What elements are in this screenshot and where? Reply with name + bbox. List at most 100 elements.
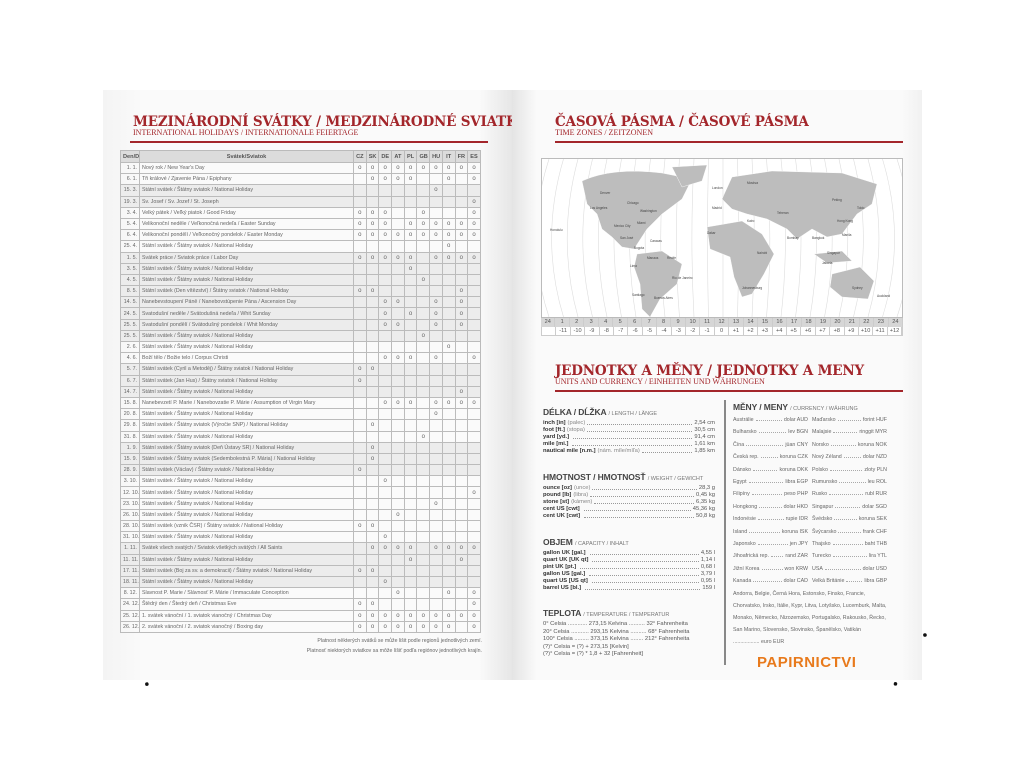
length-unit: mile [mi.]	[543, 441, 569, 447]
timezone-hour: 2	[570, 318, 585, 327]
holiday-mark-cell: o	[353, 464, 367, 477]
timezone-offset: +12	[888, 327, 903, 335]
city-label: Lima	[630, 264, 637, 268]
currency-name: koruna ISK	[781, 528, 808, 535]
holiday-mark: o	[472, 221, 476, 228]
holiday-mark-cell	[403, 430, 418, 443]
capacity-value: 3,79 l	[700, 571, 715, 577]
holiday-mark: o	[421, 612, 425, 619]
capacity-row: gallon UK [gal.] 4,55 l	[543, 550, 715, 557]
holiday-mark-cell	[353, 553, 367, 566]
holiday-row: 23. 10. Státní svátek / Štátny sviatok / …	[120, 497, 481, 510]
holiday-mark: o	[396, 590, 400, 597]
holiday-mark: o	[421, 232, 425, 239]
holiday-mark-cell: o	[467, 587, 481, 600]
holiday-mark-cell: o	[416, 161, 431, 175]
holiday-mark-cell	[454, 441, 469, 454]
holiday-mark-cell	[441, 262, 456, 275]
holiday-mark-cell	[416, 352, 431, 365]
currency-row: Austrálie dolar AUD	[733, 417, 808, 423]
holiday-name: 2. svátek vánoční / 2. sviatok vianočný …	[139, 620, 354, 633]
currency-row: Nový Zéland dolar NZD	[812, 454, 887, 460]
holiday-mark-cell	[391, 452, 405, 466]
weight-unit: pound [lb]	[543, 492, 572, 498]
holiday-mark-cell: o	[416, 217, 431, 231]
holiday-mark: o	[459, 388, 464, 395]
city-label: Nairobi	[757, 251, 767, 255]
holiday-mark: o	[472, 355, 476, 362]
dot-leader	[830, 442, 856, 446]
holiday-mark-cell	[391, 340, 405, 354]
timezone-hour: 9	[671, 318, 686, 327]
dot-leader	[846, 578, 863, 583]
holiday-mark: o	[459, 221, 464, 228]
timezone-line	[867, 158, 880, 318]
north-america	[581, 171, 693, 250]
currency-name: koruna SEK	[858, 516, 887, 523]
holiday-mark: o	[472, 400, 476, 407]
holiday-mark: o	[459, 254, 464, 261]
holiday-mark-cell: o	[441, 229, 456, 242]
holiday-mark: o	[446, 165, 451, 172]
capacity-unit: pint UK [pt.]	[543, 564, 577, 570]
timezone-hour: 16	[773, 318, 788, 327]
header-country-gb: GB	[416, 150, 431, 163]
currency-row: Jihoafrická rep. rand ZAR	[733, 553, 808, 559]
holiday-mark: o	[396, 612, 400, 619]
holiday-mark: o	[459, 321, 464, 328]
holiday-mark-cell	[378, 508, 393, 522]
holiday-mark: o	[358, 567, 362, 574]
holiday-mark: o	[358, 165, 362, 172]
holiday-mark: o	[408, 176, 413, 183]
holiday-date: 28. 10.	[120, 519, 140, 533]
capacity-value: 0,95 l	[700, 578, 715, 584]
holiday-name: Svátek práce / Sviatok práce / Labor Day	[139, 251, 354, 264]
holiday-mark: o	[434, 187, 438, 194]
timezone-offset: 0	[715, 327, 730, 335]
euro-countries: Andorra, Belgie, Černá Hora, Estonsko, F…	[733, 591, 887, 645]
holiday-row: 29. 8. Státní svátek / Štátny sviatok (Vý…	[120, 419, 481, 432]
holiday-mark-cell	[429, 564, 443, 577]
holiday-mark-cell	[391, 206, 405, 219]
holiday-mark-cell	[365, 273, 380, 287]
holiday-mark-cell	[391, 195, 405, 208]
holiday-mark-cell	[365, 486, 380, 499]
holiday-name: Státní svátek / Štátny sviatok / Nationa…	[139, 408, 354, 421]
city-label: Singapur	[827, 251, 841, 255]
holiday-name: Státní svátek / Štátny sviatok / Nationa…	[139, 553, 354, 566]
holiday-row: 8. 5. Státní svátek (Den vítězství) / Štá…	[120, 285, 481, 298]
holiday-mark-cell	[365, 352, 380, 365]
holiday-mark-cell	[403, 240, 418, 253]
holiday-mark-cell: o	[454, 217, 469, 231]
header-holiday: Svátek/Sviatok	[139, 150, 354, 163]
holiday-mark: o	[421, 623, 425, 630]
holiday-mark-cell: o	[441, 542, 456, 555]
dot-leader	[839, 479, 866, 483]
dot-leader	[832, 553, 867, 558]
currency-row: Filipíny peso PHP	[733, 491, 808, 497]
holiday-mark-cell: o	[378, 542, 393, 555]
currency-row: Česká rep. koruna CZK	[733, 454, 808, 460]
temperature-line: (?)° Celsia = (?) * 1,8 + 32 [Fahrenheit…	[543, 651, 643, 657]
holiday-mark-cell: o	[365, 173, 380, 186]
holiday-mark-cell	[467, 497, 481, 510]
capacity-unit: gallon UK [gal.]	[543, 550, 586, 556]
currency-country: Thajsko	[812, 541, 831, 547]
holiday-name: Státní svátek (vznik ČSR) / Štátny sviat…	[139, 519, 354, 533]
timezone-hour: 18	[802, 318, 817, 327]
city-label: Jakarta	[822, 261, 833, 265]
currency-country: Jihoafrická rep.	[733, 553, 769, 560]
currency-name: dolar CAD	[783, 578, 808, 585]
holiday-mark-cell: o	[378, 173, 393, 186]
holiday-mark-cell: o	[378, 531, 393, 544]
holiday-name: Státní svátek (Den vítězství) / Štátny s…	[139, 285, 354, 298]
city-label: Washington	[640, 209, 657, 213]
dot-leader	[746, 442, 784, 446]
timezone-offset: +10	[859, 327, 874, 335]
holiday-mark-cell	[365, 184, 380, 197]
holiday-mark-cell	[353, 307, 367, 320]
weight-unit: ounce [oz]	[543, 485, 572, 491]
holiday-mark-cell	[403, 486, 418, 499]
holiday-mark-cell	[353, 385, 367, 398]
currency-country: Bulharsko	[733, 429, 757, 436]
